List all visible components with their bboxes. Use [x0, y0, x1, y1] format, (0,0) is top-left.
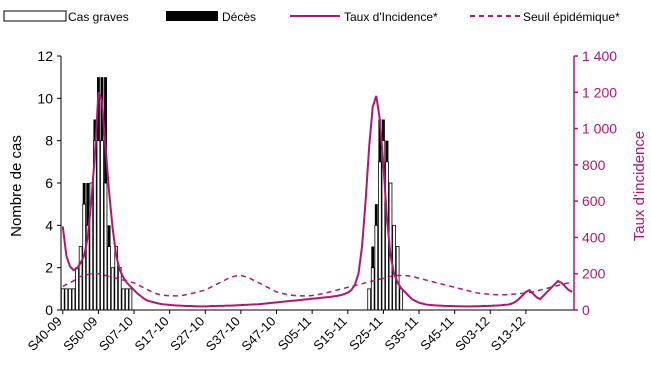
- right-tick-label: 200: [582, 266, 606, 282]
- bar-severe: [374, 224, 379, 311]
- bars-layer: [60, 77, 404, 311]
- epidemic-threshold-line: [62, 272, 573, 297]
- left-tick-label: 8: [45, 133, 53, 149]
- bar-deaths: [93, 119, 97, 141]
- bar-severe: [64, 288, 69, 311]
- bar-deaths: [385, 140, 389, 162]
- y2-axis-title: Taux d'incidence: [631, 131, 648, 241]
- x-tick-label: S35-11: [382, 314, 422, 354]
- incidence-rate-line: [61, 91, 573, 308]
- bar-severe: [78, 246, 83, 311]
- bar-deaths: [371, 246, 375, 268]
- bar-severe: [60, 288, 65, 311]
- x-tick-label: S50-09: [60, 314, 100, 354]
- x-tick-label: S25-11: [346, 314, 386, 354]
- legend-label-deaths: Décès: [222, 10, 256, 24]
- y-axis-title: Nombre de cas: [8, 135, 25, 237]
- left-tick-label: 0: [45, 302, 53, 318]
- bar-deaths: [374, 204, 378, 226]
- bar-severe: [100, 140, 104, 311]
- bar-deaths: [86, 183, 90, 226]
- bar-severe: [110, 267, 115, 311]
- x-tick-label: S13-12: [488, 314, 528, 354]
- x-tick-label: S15-11: [310, 314, 350, 354]
- bar-deaths: [82, 183, 86, 205]
- bar-severe: [107, 246, 111, 311]
- legend-swatch-deaths: [166, 11, 218, 21]
- x-tick-label: S37-10: [203, 314, 243, 354]
- right-tick-label: 1 200: [582, 84, 617, 100]
- bar-severe: [103, 182, 108, 311]
- x-tick-label: S47-10: [238, 314, 278, 354]
- bar-severe: [96, 140, 101, 311]
- x-tick-label: S40-09: [25, 314, 65, 354]
- left-ticks: 0 2 4 6 8 10 12: [37, 48, 61, 318]
- bar-severe: [121, 288, 126, 311]
- bar-deaths: [107, 225, 111, 247]
- x-tick-label: S05-11: [275, 314, 315, 354]
- bar-deaths: [378, 119, 382, 162]
- legend-label-threshold: Seuil épidémique*: [523, 10, 620, 24]
- right-tick-label: 600: [582, 193, 606, 209]
- left-tick-label: 10: [37, 90, 53, 106]
- right-tick-label: 1 400: [582, 48, 617, 64]
- right-tick-label: 1 000: [582, 121, 617, 137]
- bar-severe: [370, 267, 375, 311]
- x-tick-label: S17-10: [132, 314, 172, 354]
- bar-severe: [378, 161, 382, 311]
- x-tick-label: S07-10: [96, 314, 136, 354]
- bar-severe: [399, 288, 404, 311]
- legend-swatch-severe: [3, 10, 67, 22]
- left-tick-label: 4: [45, 217, 53, 233]
- bar-deaths: [104, 77, 107, 183]
- x-tick-label: S27-10: [167, 314, 207, 354]
- legend-label-severe: Cas graves: [68, 10, 129, 24]
- legend-label-incidence: Taux d'Incidence*: [344, 10, 438, 24]
- right-ticks: 0 200 400 600 800 1 000 1 200 1 400: [574, 48, 617, 318]
- x-tick-label: S45-11: [417, 314, 457, 354]
- left-tick-label: 6: [45, 175, 53, 191]
- bar-severe: [75, 267, 79, 311]
- left-tick-label: 2: [45, 260, 53, 276]
- bar-severe: [128, 288, 133, 311]
- bar-severe: [125, 288, 129, 311]
- x-tick-label: S03-12: [452, 314, 492, 354]
- left-tick-label: 12: [37, 48, 53, 64]
- right-tick-label: 400: [582, 229, 606, 245]
- bar-deaths: [381, 119, 385, 141]
- axes: [60, 56, 575, 311]
- bar-severe: [71, 288, 76, 311]
- legend: Cas graves Décès Taux d'Incidence* Seuil…: [3, 10, 620, 24]
- bar-severe: [367, 288, 371, 311]
- bar-severe: [68, 288, 72, 311]
- right-tick-label: 800: [582, 157, 606, 173]
- right-tick-label: 0: [582, 302, 590, 318]
- x-ticks: S40-09S50-09S07-10S17-10S27-10S37-10S47-…: [25, 310, 528, 354]
